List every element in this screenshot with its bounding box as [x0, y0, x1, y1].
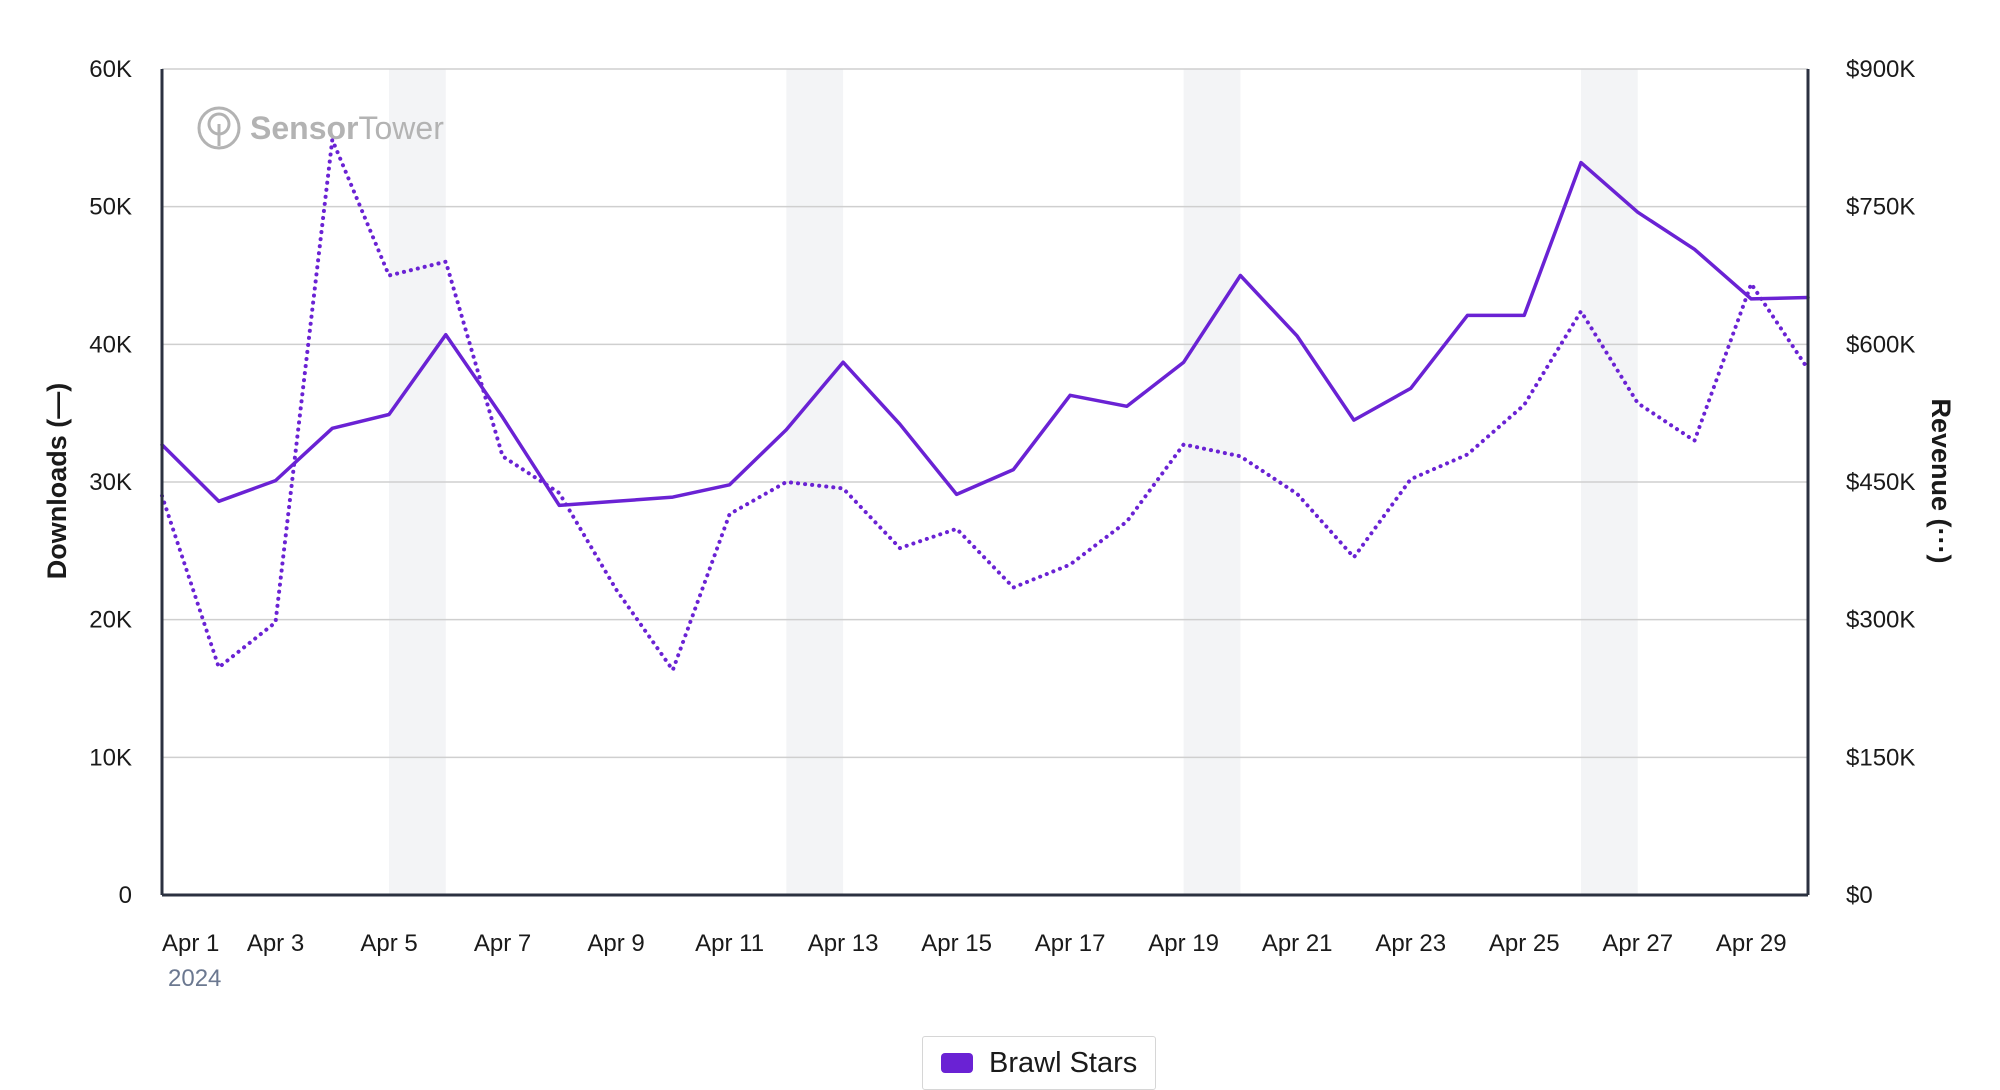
left-tick-label: 20K	[89, 607, 132, 634]
x-tick-label: Apr 27	[1602, 930, 1673, 957]
right-tick-label: $600K	[1846, 331, 1915, 358]
x-tick-label: Apr 17	[1035, 930, 1106, 957]
watermark: SensorTower	[197, 106, 444, 150]
legend[interactable]: Brawl Stars	[922, 1036, 1156, 1090]
x-tick-label: Apr 23	[1375, 930, 1446, 957]
x-tick-label: Apr 25	[1489, 930, 1560, 957]
sensor-tower-logo-icon	[197, 106, 241, 150]
left-tick-label: 40K	[89, 331, 132, 358]
watermark-text: SensorTower	[250, 110, 444, 146]
x-tick-label: Apr 9	[587, 930, 644, 957]
left-tick-label: 10K	[89, 744, 132, 771]
x-tick-label: Apr 7	[474, 930, 531, 957]
x-tick-label: Apr 19	[1148, 930, 1219, 957]
left-tick-label: 30K	[89, 469, 132, 496]
left-tick-label: 0	[119, 882, 132, 909]
revenue-series-line	[160, 137, 1810, 673]
right-tick-label: $0	[1846, 882, 1873, 909]
x-tick-label: Apr 3	[247, 930, 304, 957]
x-tick-label: Apr 13	[808, 930, 879, 957]
right-tick-label: $450K	[1846, 469, 1915, 496]
axes	[160, 69, 1810, 897]
series-lines	[160, 137, 1810, 673]
legend-swatch	[941, 1053, 973, 1073]
x-tick-label: Apr 21	[1262, 930, 1333, 957]
right-tick-label: $750K	[1846, 194, 1915, 221]
right-tick-label: $900K	[1846, 56, 1915, 83]
right-tick-label: $300K	[1846, 607, 1915, 634]
left-tick-label: 60K	[89, 56, 132, 83]
x-tick-label: Apr 1	[162, 930, 219, 957]
x-axis-year-label: 2024	[168, 965, 221, 992]
legend-label: Brawl Stars	[989, 1046, 1138, 1079]
left-axis-title: Downloads (—)	[42, 383, 72, 580]
left-tick-label: 50K	[89, 194, 132, 221]
right-tick-label: $150K	[1846, 744, 1915, 771]
x-tick-label: Apr 15	[921, 930, 992, 957]
right-axis-ticks: $0 $150K $300K $450K $600K $750K $900K	[1846, 56, 1915, 909]
downloads-series-line	[160, 160, 1810, 508]
x-tick-label: Apr 5	[360, 930, 417, 957]
x-tick-label: Apr 29	[1716, 930, 1787, 957]
left-axis-ticks: 0 10K 20K 30K 40K 50K 60K	[89, 56, 132, 909]
gridlines	[162, 68, 1808, 759]
x-axis-ticks: Apr 1 Apr 3 Apr 5 Apr 7 Apr 9 Apr 11 Apr 13 Apr…	[162, 930, 1787, 957]
x-tick-label: Apr 11	[695, 930, 764, 957]
right-axis-title: Revenue (···)	[1926, 398, 1956, 563]
